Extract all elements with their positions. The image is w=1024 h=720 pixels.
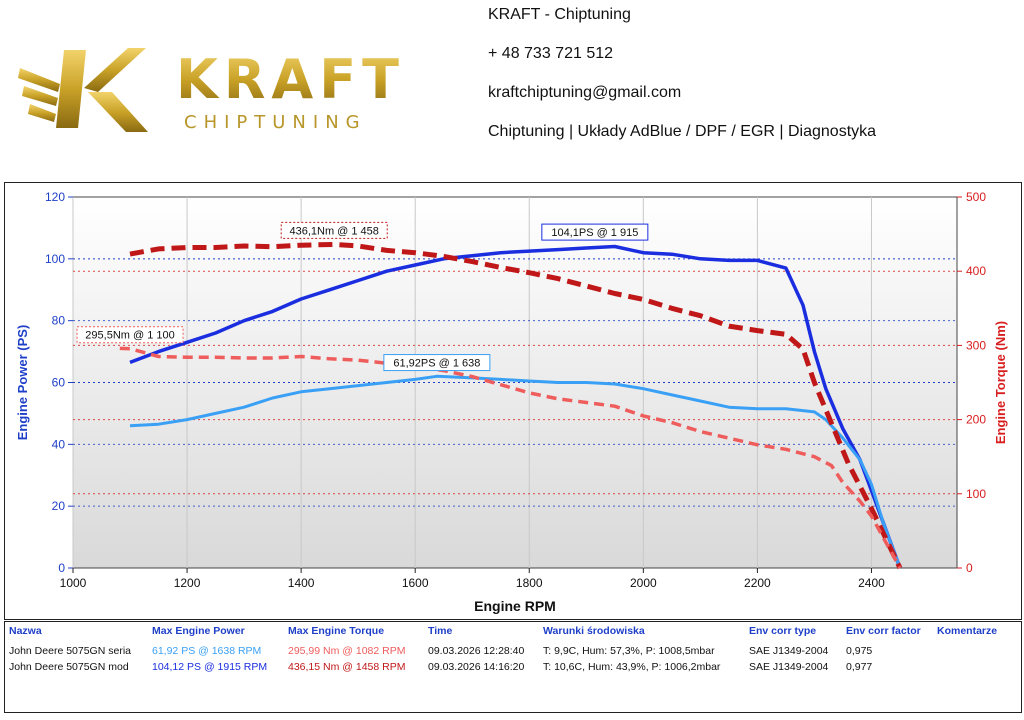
y-right-tick-label: 0: [966, 561, 973, 575]
dyno-chart: 1000 1200 1400 1600 1800 2000 2200 2400 0 20 40 60 8…: [4, 182, 1022, 620]
cell-power: 104,12 PS @ 1915 RPM: [152, 661, 268, 673]
y-left-tick-label: 20: [52, 499, 66, 513]
x-tick-label: 1800: [516, 576, 543, 590]
cell-corr-type: SAE J1349-2004: [749, 645, 829, 657]
col-header-conditions: Warunki środowiska: [543, 625, 645, 637]
cell-torque: 295,99 Nm @ 1082 RPM: [288, 645, 406, 657]
cell-corr-factor: 0,977: [846, 661, 873, 673]
annotation-text: 61,92PS @ 1 638: [393, 358, 480, 370]
cell-comment: [933, 643, 1021, 659]
y-left-tick-label: 80: [52, 314, 66, 328]
cell-power: 61,92 PS @ 1638 RPM: [152, 645, 262, 657]
series-power-stock: [129, 374, 902, 569]
x-tick-label: 2000: [630, 576, 657, 590]
col-header-torque: Max Engine Torque: [288, 625, 385, 637]
x-tick-label: 1400: [288, 576, 315, 590]
results-header-row: Nazwa Max Engine Power Max Engine Torque…: [5, 622, 1021, 643]
y-left-tick-label: 120: [45, 190, 65, 204]
cell-conditions: T: 9,9C, Hum: 57,3%, P: 1008,5mbar: [543, 645, 715, 657]
annotation-box: [76, 326, 184, 344]
col-header-corr-factor: Env corr factor: [846, 625, 921, 637]
annotation-box: [383, 354, 491, 372]
col-header-power: Max Engine Power: [152, 625, 245, 637]
results-table: Nazwa Max Engine Power Max Engine Torque…: [4, 621, 1022, 713]
annotation-label: 436,1Nm @ 1 458: [280, 221, 388, 239]
x-tick-label: 1200: [174, 576, 201, 590]
dyno-chart-svg: 1000 1200 1400 1600 1800 2000 2200 240002040608…: [15, 190, 1008, 614]
y-right-tick-label: 400: [966, 264, 986, 278]
cell-corr-type: SAE J1349-2004: [749, 661, 829, 673]
y-right-tick-label: 500: [966, 190, 986, 204]
x-tick-label: 1000: [60, 576, 87, 590]
series-power-mod: [129, 244, 902, 569]
annotation-label: 104,1PS @ 1 915: [541, 223, 649, 241]
y-left-tick-label: 0: [58, 561, 65, 575]
kraft-logo: KRAFT CHIPTUNING: [18, 48, 405, 133]
col-header-time: Time: [428, 625, 453, 637]
annotation-label: 61,92PS @ 1 638: [383, 354, 491, 372]
table-row: John Deere 5075GN seria 61,92 PS @ 1638 …: [5, 643, 1021, 659]
col-header-corr-type: Env corr type: [749, 625, 817, 637]
company-name: KRAFT - Chiptuning: [488, 6, 631, 23]
y-left-tick-label: 60: [52, 376, 66, 390]
annotation-box: [280, 221, 388, 239]
cell-comment: [933, 659, 1021, 675]
col-header-comments: Komentarze: [937, 625, 998, 637]
annotation-label: 295,5Nm @ 1 100: [76, 326, 184, 344]
col-header-name: Nazwa: [9, 625, 42, 637]
cell-name: John Deere 5075GN seria: [9, 645, 131, 657]
y-axis-right-label: Engine Torque (Nm): [993, 321, 1008, 444]
logo-subtext: CHIPTUNING: [184, 112, 367, 133]
cell-time: 09.03.2026 12:28:40: [428, 645, 525, 657]
y-right-tick-label: 300: [966, 338, 986, 352]
annotation-box: [541, 223, 649, 241]
x-tick-label: 1600: [402, 576, 429, 590]
annotation-text: 104,1PS @ 1 915: [551, 227, 638, 239]
email-address: kraftchiptuning@gmail.com: [488, 84, 682, 101]
logo-emblem: [18, 48, 148, 132]
phone-number: + 48 733 721 512: [488, 45, 614, 62]
annotation-text: 295,5Nm @ 1 100: [85, 330, 174, 342]
x-axis-label: Engine RPM: [474, 598, 556, 614]
y-left-tick-label: 100: [45, 252, 65, 266]
series-torque-mod: [129, 241, 903, 570]
cell-conditions: T: 10,6C, Hum: 43,9%, P: 1006,2mbar: [543, 661, 721, 673]
x-tick-label: 2400: [858, 576, 885, 590]
y-left-tick-label: 40: [52, 437, 66, 451]
y-axis-left-label: Engine Power (PS): [15, 325, 30, 441]
y-right-tick-label: 200: [966, 413, 986, 427]
annotation-text: 436,1Nm @ 1 458: [289, 225, 378, 237]
y-right-tick-label: 100: [966, 487, 986, 501]
services-line: Chiptuning | Układy AdBlue / DPF / EGR |…: [488, 123, 877, 140]
cell-time: 09.03.2026 14:16:20: [428, 661, 525, 673]
logo-wordmark: KRAFT: [176, 48, 405, 111]
x-tick-label: 2200: [744, 576, 771, 590]
cell-name: John Deere 5075GN mod: [9, 661, 129, 673]
cell-corr-factor: 0,975: [846, 645, 873, 657]
table-row: John Deere 5075GN mod 104,12 PS @ 1915 R…: [5, 659, 1021, 675]
cell-torque: 436,15 Nm @ 1458 RPM: [288, 661, 406, 673]
series-torque-stock: [119, 346, 902, 569]
